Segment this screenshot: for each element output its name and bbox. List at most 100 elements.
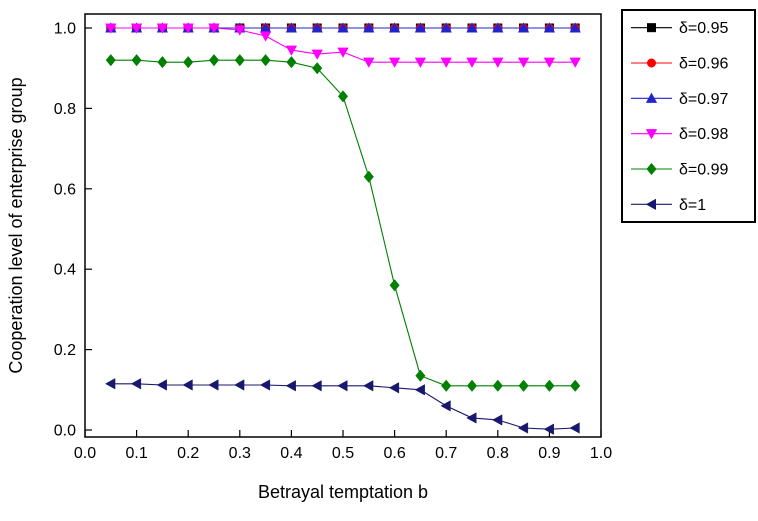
- data-point-diamond: [544, 379, 555, 392]
- series-line: [110, 59, 576, 387]
- data-point-triangle-left: [130, 378, 142, 390]
- data-point-triangle-down: [440, 57, 452, 68]
- data-point-triangle-up: [440, 22, 452, 33]
- y-axis-title: Cooperation level of enterprise group: [6, 77, 26, 373]
- data-point-diamond: [105, 54, 116, 67]
- data-point-triangle-left: [285, 380, 296, 392]
- data-point-triangle-left: [156, 379, 167, 391]
- data-point-triangle-down: [337, 47, 349, 58]
- y-tick-label: 0.8: [54, 101, 76, 118]
- data-point-triangle-left: [182, 379, 193, 391]
- data-point-diamond: [646, 162, 657, 176]
- series-line: [110, 383, 576, 430]
- legend-item: δ=1: [631, 197, 706, 214]
- data-point-circle: [647, 58, 656, 68]
- data-point-triangle-left: [440, 400, 451, 412]
- data-point-triangle-down: [569, 57, 581, 68]
- data-point-triangle-up: [645, 92, 658, 103]
- x-tick-label: 0.0: [74, 445, 96, 462]
- data-point-triangle-left: [543, 423, 554, 435]
- data-point-diamond: [570, 379, 581, 392]
- data-point-triangle-up: [311, 22, 323, 33]
- x-tick-label: 1.0: [590, 445, 612, 462]
- data-point-triangle-up: [569, 22, 581, 33]
- x-tick-label: 0.7: [435, 445, 457, 462]
- data-point-triangle-down: [466, 57, 478, 68]
- data-point-diamond: [415, 369, 426, 382]
- legend-label: δ=0.98: [679, 126, 728, 143]
- x-tick-label: 0.4: [280, 445, 302, 462]
- data-point-triangle-up: [543, 22, 556, 33]
- data-point-triangle-down: [645, 129, 658, 140]
- x-tick-label: 0.5: [332, 445, 354, 462]
- legend-item: δ=0.99: [631, 162, 728, 179]
- data-point-diamond: [441, 379, 452, 392]
- data-point-triangle-left: [492, 414, 503, 426]
- data-point-triangle-down: [492, 57, 504, 68]
- data-point-triangle-down: [130, 23, 143, 34]
- data-point-triangle-left: [466, 412, 477, 424]
- y-tick-label: 1.0: [54, 21, 76, 38]
- x-tick-label: 0.6: [383, 445, 405, 462]
- data-point-triangle-down: [182, 23, 194, 34]
- data-point-diamond: [312, 62, 323, 75]
- data-point-triangle-down: [414, 57, 427, 68]
- legend-item: δ=0.98: [631, 126, 728, 143]
- legend-label: δ=0.95: [679, 20, 728, 37]
- x-tick-label: 0.8: [487, 445, 509, 462]
- y-tick-label: 0.6: [54, 181, 76, 198]
- legend-item: δ=0.97: [631, 91, 728, 108]
- data-point-triangle-left: [388, 382, 400, 394]
- data-point-triangle-up: [466, 22, 478, 33]
- data-point-diamond: [466, 379, 478, 392]
- x-tick-label: 0.9: [538, 445, 560, 462]
- x-tick-label: 0.1: [125, 445, 147, 462]
- data-point-diamond: [518, 379, 529, 392]
- y-tick-label: 0.4: [54, 262, 76, 279]
- data-point-triangle-up: [285, 22, 298, 33]
- data-point-diamond: [389, 279, 400, 292]
- data-point-triangle-down: [543, 57, 556, 68]
- data-point-diamond: [183, 56, 194, 69]
- data-point-triangle-left: [414, 384, 425, 396]
- data-point-triangle-left: [645, 198, 656, 211]
- plot-frame: [84, 13, 602, 438]
- data-point-triangle-down: [105, 23, 117, 34]
- data-point-triangle-left: [337, 380, 348, 392]
- data-point-triangle-up: [363, 22, 375, 33]
- data-point-triangle-down: [311, 49, 323, 60]
- data-point-triangle-down: [156, 23, 169, 34]
- data-point-diamond: [337, 90, 349, 103]
- legend-label: δ=1: [679, 197, 706, 214]
- data-point-triangle-down: [388, 57, 401, 68]
- data-point-triangle-down: [234, 25, 246, 36]
- data-point-triangle-up: [337, 22, 349, 33]
- data-point-triangle-up: [414, 22, 427, 33]
- data-point-triangle-down: [363, 57, 375, 68]
- data-point-triangle-left: [363, 380, 374, 392]
- data-point-triangle-up: [517, 22, 530, 33]
- legend-item: δ=0.96: [631, 56, 728, 73]
- data-point-triangle-down: [259, 31, 272, 42]
- data-point-triangle-left: [311, 380, 322, 392]
- data-point-diamond: [492, 379, 503, 392]
- data-point-triangle-down: [517, 57, 530, 68]
- data-point-triangle-left: [105, 378, 116, 390]
- data-point-triangle-left: [208, 379, 219, 391]
- x-tick-label: 0.3: [229, 445, 251, 462]
- legend-box: [621, 9, 756, 223]
- data-point-diamond: [131, 54, 142, 67]
- data-point-square: [647, 23, 656, 33]
- data-point-diamond: [208, 54, 220, 67]
- y-tick-label: 0.0: [54, 423, 76, 440]
- data-point-triangle-up: [388, 22, 401, 33]
- data-point-triangle-down: [208, 23, 220, 34]
- legend-item: δ=0.95: [631, 20, 728, 37]
- data-point-diamond: [157, 56, 168, 69]
- legend-label: δ=0.96: [679, 56, 728, 73]
- x-axis-title: Betrayal temptation b: [258, 482, 428, 502]
- data-point-diamond: [260, 54, 271, 67]
- data-point-triangle-left: [234, 379, 245, 391]
- data-point-diamond: [234, 54, 245, 67]
